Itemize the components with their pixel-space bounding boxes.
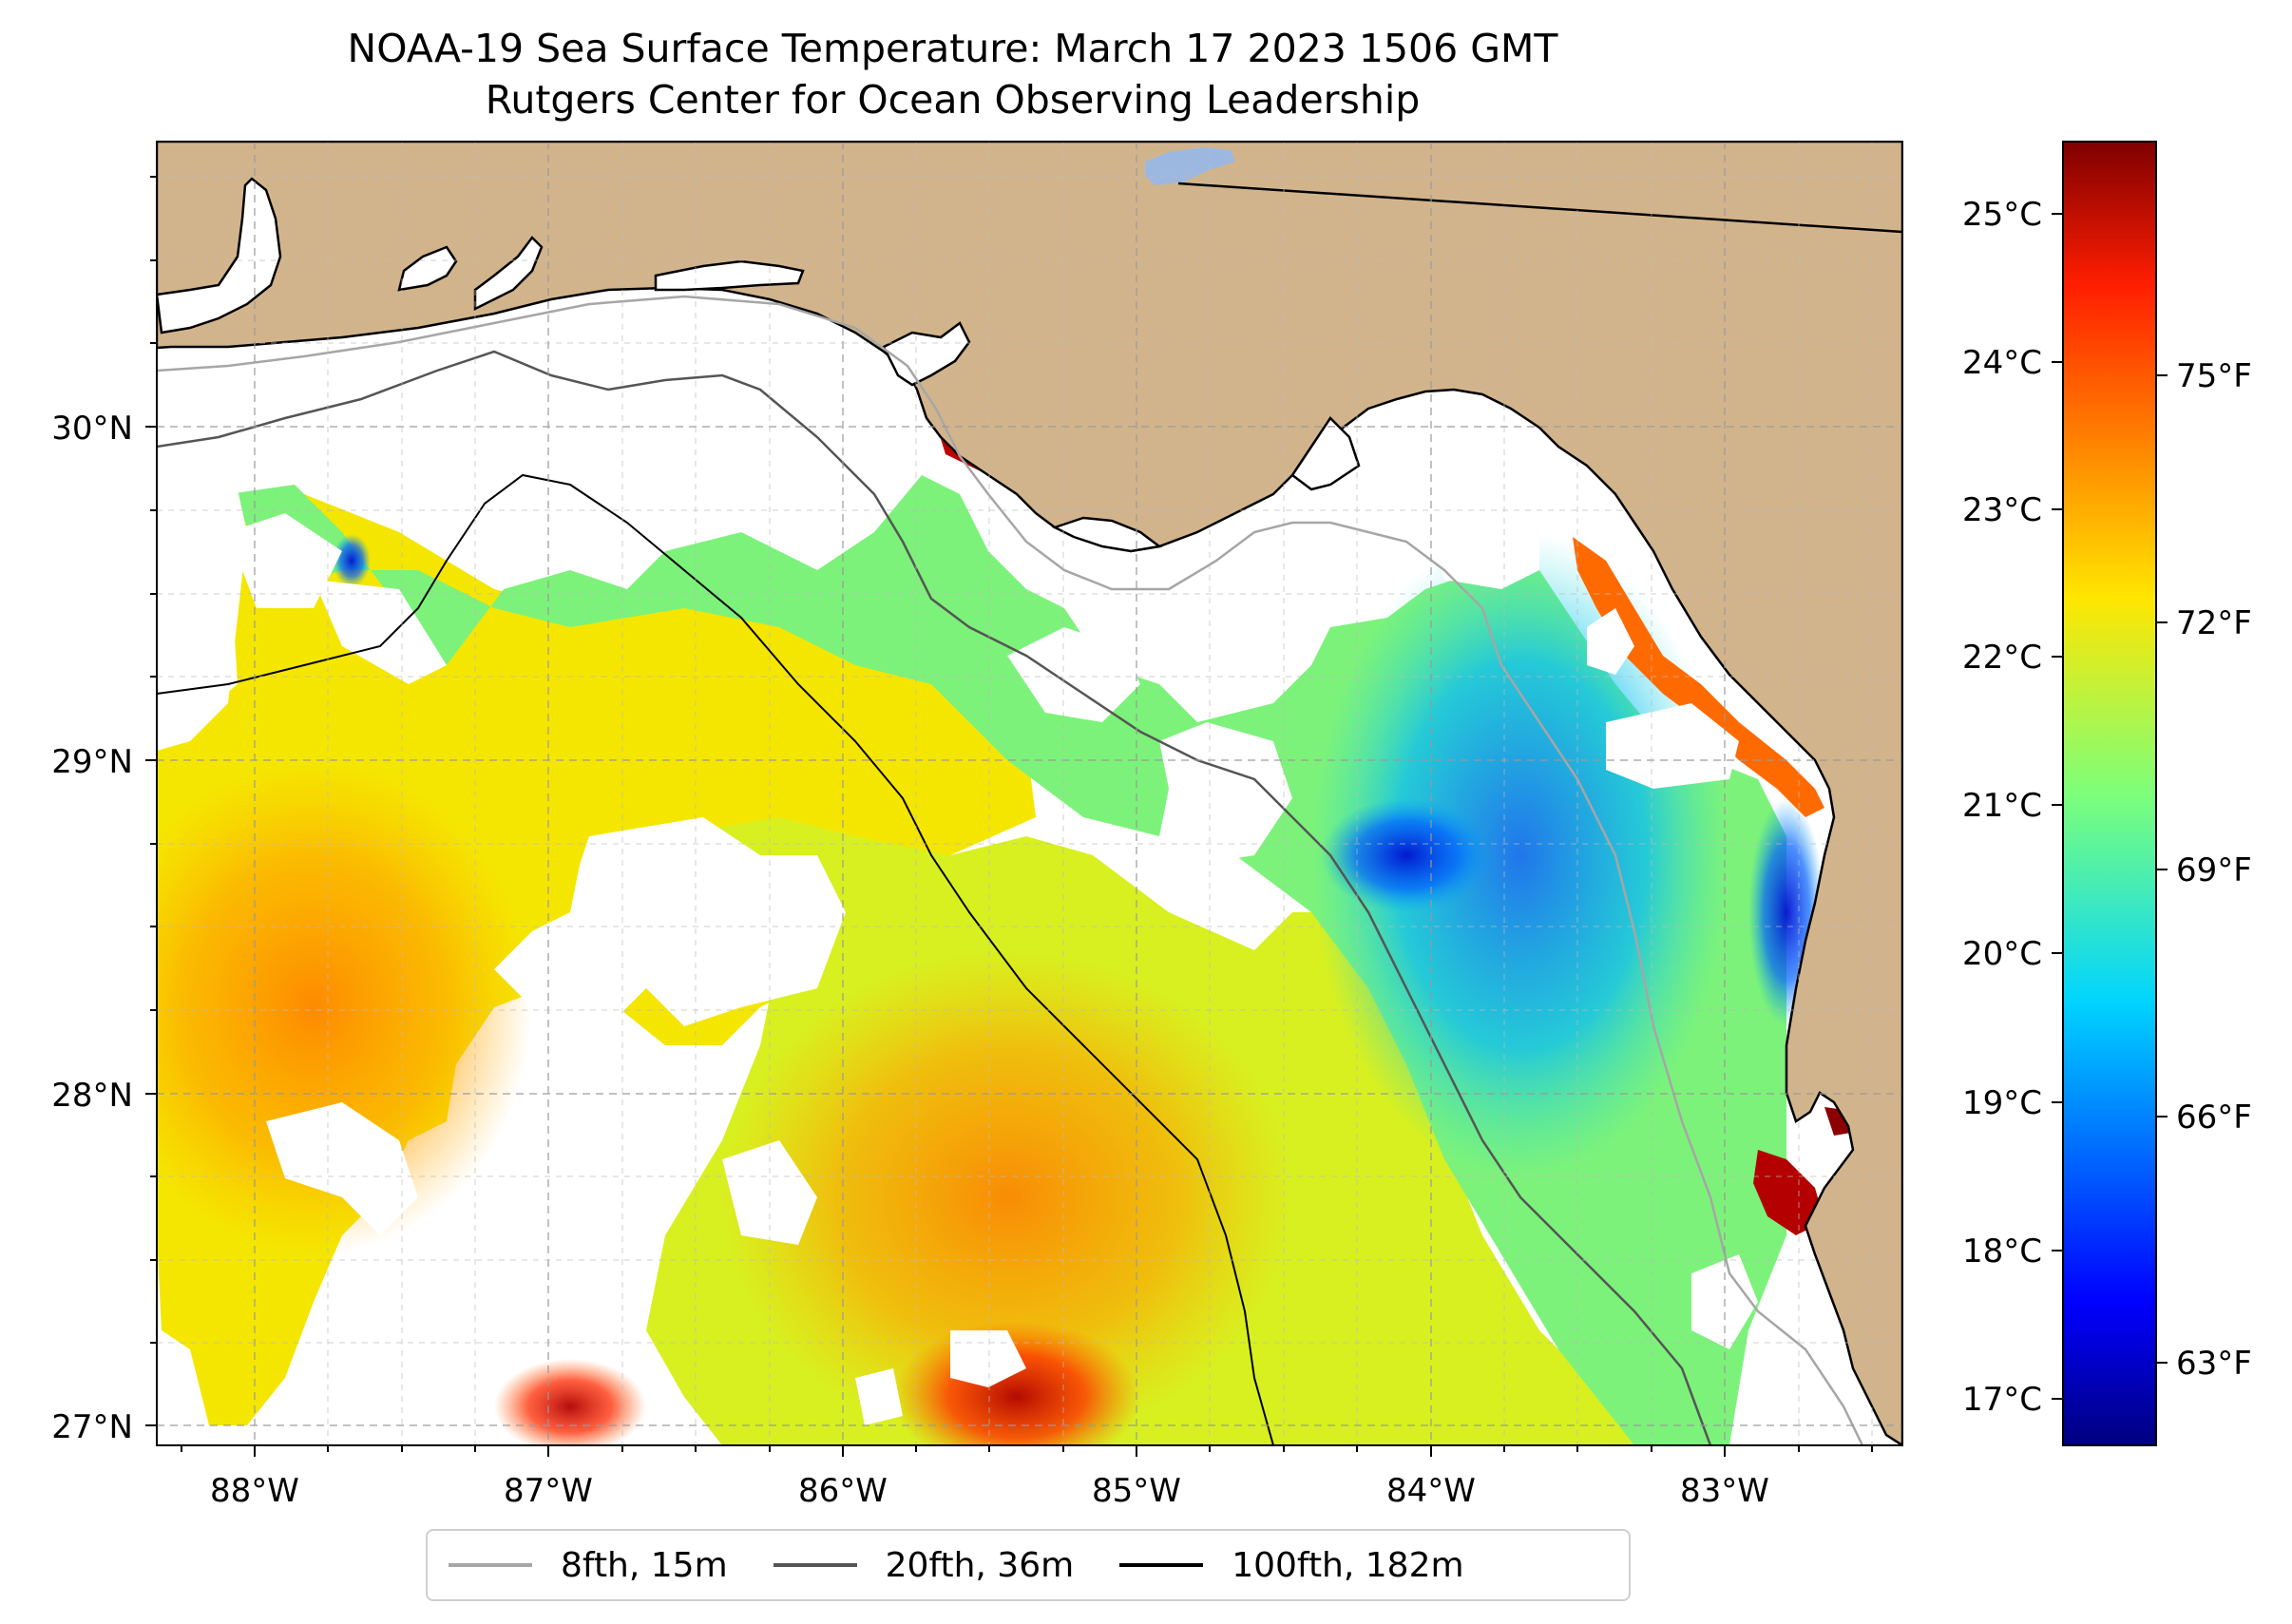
cbar-label-21c: 21°C — [1962, 787, 2042, 825]
legend-label-8fth: 8fth, 15m — [561, 1545, 728, 1585]
contour-8fth — [157, 295, 1864, 1445]
legend-item-8fth: 8fth, 15m — [449, 1546, 728, 1585]
colorbar — [2062, 141, 2157, 1446]
lat-labels: 30°N 29°N 28°N 27°N — [51, 410, 133, 1446]
cbar-label-72f: 72°F — [2176, 604, 2252, 642]
lat-ticks — [145, 176, 157, 1426]
lat-label-30n: 30°N — [51, 410, 133, 448]
lat-label-29n: 29°N — [51, 743, 133, 781]
lat-label-28n: 28°N — [51, 1077, 133, 1115]
lon-label-85w: 85°W — [1092, 1472, 1181, 1510]
hot-spot-south — [893, 1321, 1140, 1445]
land-north-coast — [157, 142, 1902, 1445]
cbar-label-63f: 63°F — [2176, 1345, 2252, 1383]
map-area — [157, 142, 1902, 1445]
hot-spot-sw — [494, 1359, 646, 1445]
cbar-label-69f: 69°F — [2176, 851, 2252, 889]
lon-label-83w: 83°W — [1680, 1472, 1769, 1510]
cold-patch-panhandle — [333, 534, 371, 587]
colorbar-fahrenheit-ticks — [2156, 374, 2168, 1364]
colorbar-celsius-ticks — [2052, 213, 2063, 1400]
coastal-bays — [157, 177, 1361, 553]
cbar-label-22c: 22°C — [1962, 639, 2042, 677]
cbar-label-23c: 23°C — [1962, 491, 2042, 529]
legend-label-100fth: 100fth, 182m — [1232, 1545, 1464, 1585]
lon-labels: 88°W 87°W 86°W 85°W 84°W 83°W — [210, 1472, 1769, 1510]
legend-item-20fth: 20fth, 36m — [773, 1545, 1075, 1585]
contour-legend: 8fth, 15m 20fth, 36m 100fth, 182m — [426, 1529, 1631, 1601]
cbar-label-75f: 75°F — [2176, 357, 2252, 395]
colorbar-celsius-labels: 25°C 24°C 23°C 22°C 21°C 20°C 19°C 18°C … — [1962, 196, 2042, 1419]
cbar-label-18c: 18°C — [1962, 1232, 2042, 1271]
lon-label-87w: 87°W — [504, 1472, 593, 1510]
map-title: NOAA-19 Sea Surface Temperature: March 1… — [347, 26, 1558, 71]
cbar-label-20c: 20°C — [1962, 935, 2042, 973]
cbar-label-24c: 24°C — [1962, 344, 2042, 382]
lake-blob — [1145, 147, 1235, 185]
warm-region-south — [722, 950, 1292, 1444]
hot-spot-tampa — [1753, 1150, 1824, 1235]
gridlines — [157, 142, 1902, 1445]
lon-label-86w: 86°W — [798, 1472, 888, 1510]
legend-swatch-20fth — [773, 1563, 857, 1567]
colorbar-fahrenheit-labels: 75°F 72°F 69°F 66°F 63°F — [2176, 357, 2252, 1383]
contour-20fth — [157, 350, 1712, 1445]
warm-coastal-strip — [1573, 537, 1824, 817]
warm-region-west — [157, 760, 532, 1254]
legend-swatch-100fth — [1119, 1563, 1204, 1567]
map-subtitle: Rutgers Center for Ocean Observing Leade… — [485, 77, 1421, 123]
minor-gridlines — [157, 142, 1902, 1445]
cbar-label-25c: 25°C — [1962, 196, 2042, 234]
cool-region-bigbend — [1311, 532, 1729, 1178]
cbar-label-19c: 19°C — [1962, 1084, 2042, 1122]
cbar-label-66f: 66°F — [2176, 1099, 2252, 1137]
cool-region-offshore — [1321, 798, 1492, 912]
legend-label-20fth: 20fth, 36m — [885, 1545, 1075, 1585]
lat-label-27n: 27°N — [51, 1408, 133, 1446]
legend-swatch-8fth — [449, 1563, 532, 1567]
contour-100fth — [157, 473, 1274, 1445]
state-border — [1177, 182, 1902, 234]
cbar-label-17c: 17°C — [1962, 1381, 2042, 1419]
lon-label-84w: 84°W — [1386, 1472, 1476, 1510]
legend-item-100fth: 100fth, 182m — [1119, 1545, 1464, 1585]
map-frame — [156, 141, 1903, 1446]
lon-ticks — [181, 1445, 1873, 1457]
lon-label-88w: 88°W — [210, 1472, 299, 1510]
